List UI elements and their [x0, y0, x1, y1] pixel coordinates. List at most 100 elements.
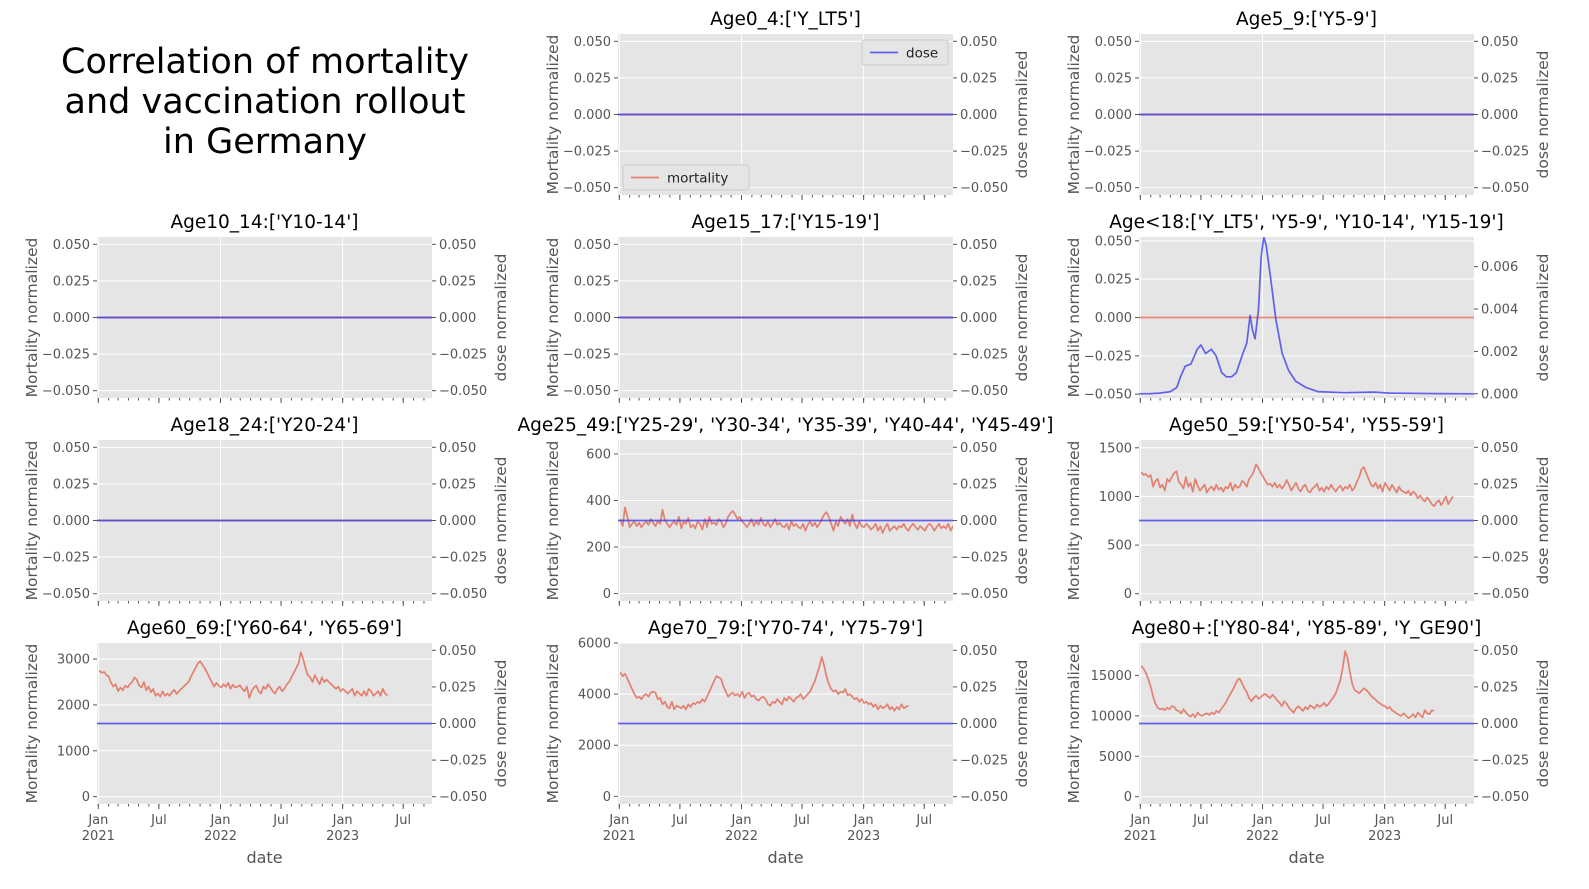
- y-axis-label: Mortality normalized: [544, 441, 562, 601]
- y2-tick-label: 0.025: [960, 477, 997, 492]
- y-tick-label: 1500: [1099, 441, 1132, 456]
- y2-tick-label: −0.025: [960, 754, 1008, 769]
- mortality-line: [1140, 463, 1454, 508]
- y2-tick-label: 0.000: [960, 717, 997, 732]
- y2-axis-label: dose normalized: [492, 457, 510, 585]
- subplot-7: 600 400 200 0 0.050 0.025 0.000 −0.025 −0.050 Age…: [518, 415, 1054, 606]
- y-tick-label: 0.025: [574, 274, 611, 289]
- y-tick-label: −0.050: [563, 384, 611, 399]
- y2-tick-label: −0.025: [960, 145, 1008, 160]
- x-tick-label: Jan: [209, 813, 230, 828]
- y-tick-label: −0.025: [1084, 349, 1132, 364]
- y-tick-label: 10000: [1091, 709, 1132, 724]
- y-axis-label: Mortality normalized: [23, 238, 41, 398]
- y-tick-label: 0.050: [1095, 234, 1132, 249]
- y2-tick-label: 0.050: [1481, 644, 1518, 659]
- x-tick-label: Jul: [793, 813, 810, 828]
- y2-axis-label: dose normalized: [1013, 457, 1031, 585]
- subplot-title: Age60_69:['Y60-64', 'Y65-69']: [127, 618, 402, 639]
- x-tick-label: Jan: [332, 813, 353, 828]
- y-tick-label: 0.000: [1095, 108, 1132, 123]
- y-axis-label: Mortality normalized: [1065, 35, 1083, 195]
- x-tick-label: Jul: [1192, 813, 1209, 828]
- y-tick-label: 600: [586, 447, 611, 462]
- y2-tick-label: 0.050: [960, 238, 997, 253]
- y-axis-label: Mortality normalized: [544, 238, 562, 398]
- y-tick-label: 0.050: [574, 35, 611, 50]
- y-tick-label: 1000: [57, 744, 90, 759]
- y2-tick-label: 0.000: [1481, 108, 1518, 123]
- mortality-line: [1140, 650, 1435, 720]
- y2-tick-label: 0.025: [1481, 477, 1518, 492]
- subplot-title: Age80+:['Y80-84', 'Y85-89', 'Y_GE90']: [1132, 618, 1482, 639]
- y-tick-label: 0.000: [574, 311, 611, 326]
- y2-tick-label: −0.025: [1481, 551, 1529, 566]
- y2-tick-label: 0.000: [1481, 717, 1518, 732]
- y2-tick-label: 0.025: [439, 274, 476, 289]
- y-tick-label: 4000: [578, 688, 611, 703]
- y2-tick-label: 0.025: [960, 680, 997, 695]
- y-tick-label: −0.025: [563, 348, 611, 363]
- y-tick-label: −0.050: [1084, 388, 1132, 403]
- x-tick-label: Jan: [1374, 813, 1395, 828]
- subplot-title: Age5_9:['Y5-9']: [1236, 9, 1377, 30]
- legend-label: mortality: [667, 171, 728, 187]
- subplot-title: Age70_79:['Y70-74', 'Y75-79']: [648, 618, 923, 639]
- y2-tick-label: −0.050: [1481, 587, 1529, 602]
- y-tick-label: 0: [82, 790, 90, 805]
- y2-tick-label: −0.050: [1481, 790, 1529, 805]
- y2-tick-label: −0.050: [439, 790, 487, 805]
- y-tick-label: −0.050: [42, 587, 90, 602]
- x-tick-year-label: 2023: [326, 829, 359, 844]
- x-tick-label: Jan: [1251, 813, 1272, 828]
- y2-tick-label: 0.006: [1481, 260, 1518, 275]
- y2-tick-label: −0.050: [960, 790, 1008, 805]
- y2-tick-label: 0.000: [960, 108, 997, 123]
- y-tick-label: 0.000: [53, 311, 90, 326]
- y-tick-label: 0.050: [53, 441, 90, 456]
- y-tick-label: 0: [603, 790, 611, 805]
- y2-tick-label: 0.000: [439, 311, 476, 326]
- y2-tick-label: 0.025: [960, 71, 997, 86]
- y2-tick-label: 0.025: [439, 680, 476, 695]
- x-tick-label: Jan: [87, 813, 108, 828]
- subplot-6: 0.050 0.025 0.000 −0.025 −0.050 0.050 0.025 0.0…: [23, 415, 510, 606]
- x-tick-label: Jul: [150, 813, 167, 828]
- y-axis-label: Mortality normalized: [1065, 238, 1083, 398]
- y-tick-label: 200: [586, 541, 611, 556]
- y2-tick-label: 0.025: [960, 274, 997, 289]
- y2-axis-label: dose normalized: [1534, 660, 1552, 788]
- subplot-5: 0.050 0.025 0.000 −0.025 −0.050 0.006 0.004 0.0…: [1065, 212, 1552, 403]
- legend-dose: dose: [861, 39, 949, 66]
- y2-axis-label: dose normalized: [1013, 51, 1031, 179]
- y-axis-label: Mortality normalized: [23, 441, 41, 601]
- y-tick-label: 500: [1107, 539, 1132, 554]
- y2-tick-label: 0.050: [960, 35, 997, 50]
- figure-title: Correlation of mortality and vaccination…: [20, 42, 510, 162]
- y2-tick-label: 0.000: [439, 514, 476, 529]
- y-tick-label: 0.050: [1095, 35, 1132, 50]
- subplot-title: Age0_4:['Y_LT5']: [710, 9, 861, 30]
- y-tick-label: −0.050: [1084, 181, 1132, 196]
- x-tick-label: Jul: [671, 813, 688, 828]
- y-tick-label: 0.025: [1095, 71, 1132, 86]
- y2-tick-label: −0.025: [439, 348, 487, 363]
- subplot-9: 3000 2000 1000 0 0.050 0.025 0.000 −0.025 −0.050…: [23, 618, 510, 867]
- y-tick-label: 0: [1124, 587, 1132, 602]
- y-axis-label: Mortality normalized: [1065, 441, 1083, 601]
- y-tick-label: 0.025: [53, 274, 90, 289]
- subplot-title: Age25_49:['Y25-29', 'Y30-34', 'Y35-39', …: [518, 415, 1054, 436]
- y2-tick-label: −0.050: [439, 384, 487, 399]
- subplot-1: 0.050 0.025 0.000 −0.025 −0.050 0.050 0.025 0.0…: [544, 9, 1031, 200]
- y2-tick-label: −0.025: [960, 551, 1008, 566]
- subplot-title: Age10_14:['Y10-14']: [170, 212, 358, 233]
- subplot-title: Age18_24:['Y20-24']: [170, 415, 358, 436]
- y2-tick-label: −0.025: [1481, 145, 1529, 160]
- subplot-2: 0.050 0.025 0.000 −0.025 −0.050 0.050 0.025 0.0…: [1065, 9, 1552, 200]
- y-tick-label: −0.050: [42, 384, 90, 399]
- y2-axis-label: dose normalized: [1534, 254, 1552, 382]
- subplot-title: Age15_17:['Y15-19']: [691, 212, 879, 233]
- y2-tick-label: −0.050: [439, 587, 487, 602]
- x-tick-label: Jan: [730, 813, 751, 828]
